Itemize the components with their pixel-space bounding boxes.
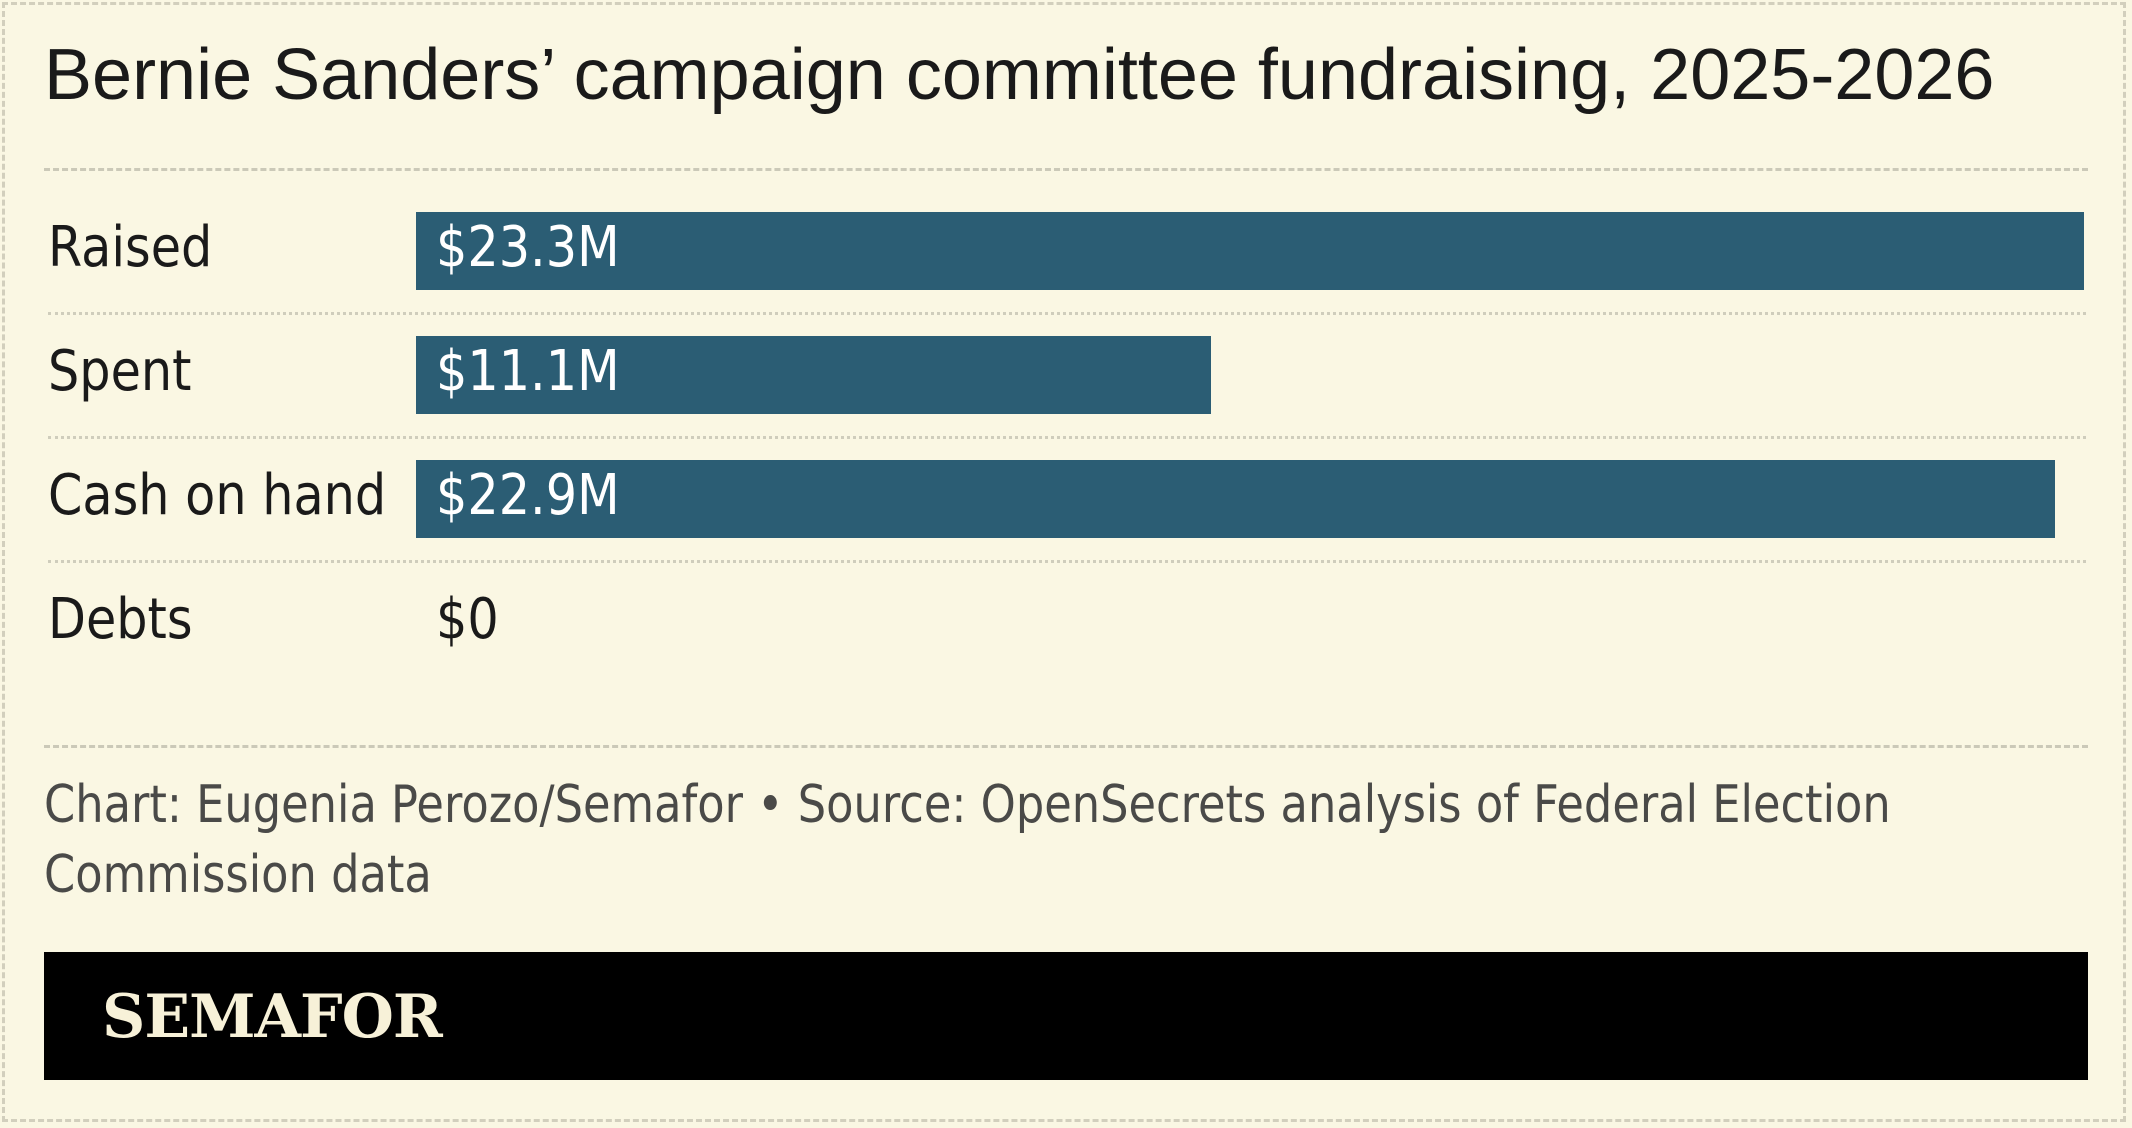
bar: [416, 212, 2084, 290]
row-separator: [48, 436, 2086, 439]
data-label: $22.9M: [436, 463, 620, 528]
data-label: $23.3M: [436, 215, 620, 280]
semafor-logo: SEMAFOR: [102, 982, 443, 1052]
brand-footer-bar: SEMAFOR: [44, 952, 2088, 1080]
source-credit-line-2: Commission data: [44, 845, 432, 905]
category-label: Debts: [48, 587, 193, 652]
source-credit-line-1: Chart: Eugenia Perozo/Semafor • Source: …: [44, 775, 1891, 835]
category-label: Spent: [48, 339, 192, 404]
row-separator: [48, 560, 2086, 563]
data-label: $0: [436, 587, 499, 652]
row-separator: [48, 312, 2086, 315]
bar: [416, 460, 2055, 538]
bar: [416, 336, 1211, 414]
chart-title: Bernie Sanders’ campaign committee fundr…: [44, 35, 1995, 115]
source-credit: Chart: Eugenia Perozo/Semafor • Source: …: [44, 770, 1936, 910]
title-separator: [44, 168, 2088, 171]
category-label: Cash on hand: [48, 463, 387, 528]
footer-separator: [44, 745, 2088, 748]
data-label: $11.1M: [436, 339, 620, 404]
category-label: Raised: [48, 215, 213, 280]
